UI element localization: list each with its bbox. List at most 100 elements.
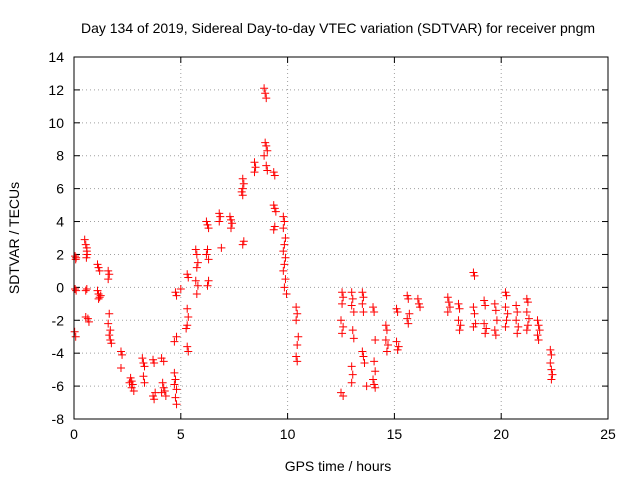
- data-point: [382, 326, 391, 335]
- data-point: [362, 382, 371, 391]
- data-point: [546, 345, 555, 354]
- data-point: [281, 234, 290, 242]
- data-point: [183, 342, 192, 351]
- data-point: [293, 340, 302, 349]
- data-point: [127, 383, 136, 392]
- data-point: [72, 253, 81, 262]
- y-tick-label: 6: [56, 181, 64, 197]
- data-point: [394, 342, 403, 351]
- data-point: [217, 243, 226, 252]
- data-point: [192, 289, 201, 298]
- data-point: [139, 359, 148, 368]
- data-point: [383, 340, 392, 349]
- data-point: [370, 380, 379, 389]
- data-point: [293, 309, 302, 318]
- data-point: [125, 378, 134, 387]
- data-point: [548, 370, 557, 379]
- data-point: [404, 319, 413, 328]
- data-point: [480, 296, 489, 305]
- y-tick-label: 8: [56, 148, 64, 164]
- data-point: [381, 321, 390, 330]
- data-point: [547, 350, 556, 359]
- data-point: [279, 266, 288, 275]
- data-point: [80, 235, 89, 244]
- data-point: [71, 252, 80, 261]
- data-point: [358, 299, 367, 308]
- data-point: [94, 294, 103, 303]
- data-point: [262, 141, 271, 150]
- data-point: [82, 253, 91, 262]
- data-point: [279, 224, 288, 233]
- data-point: [469, 303, 478, 312]
- y-tick-label: 14: [48, 49, 64, 65]
- data-point: [105, 309, 114, 318]
- data-point: [339, 391, 348, 400]
- data-point: [251, 163, 260, 172]
- data-point: [269, 225, 278, 234]
- data-point: [183, 270, 192, 279]
- data-point: [523, 298, 532, 307]
- data-point: [512, 316, 521, 325]
- data-point: [513, 308, 522, 317]
- data-point: [370, 308, 379, 317]
- data-point: [170, 368, 179, 377]
- data-point: [369, 303, 378, 312]
- data-point: [192, 250, 201, 259]
- y-tick-label: -2: [52, 312, 65, 328]
- data-point: [129, 387, 138, 396]
- x-tick-label: 10: [280, 426, 296, 442]
- y-tick-label: 0: [56, 279, 64, 295]
- data-point: [95, 266, 104, 275]
- y-tick-label: 2: [56, 246, 64, 262]
- data-point: [183, 304, 192, 313]
- data-point: [359, 352, 368, 361]
- data-point: [339, 322, 348, 331]
- data-point: [371, 383, 380, 392]
- data-point: [172, 332, 181, 341]
- data-point: [443, 293, 452, 302]
- data-point: [370, 357, 379, 366]
- data-point: [171, 375, 180, 384]
- data-point: [261, 89, 270, 98]
- data-point: [193, 281, 202, 290]
- data-point: [202, 250, 211, 259]
- y-tick-label: -8: [52, 411, 65, 427]
- data-point: [392, 304, 401, 313]
- y-tick-label: -4: [52, 345, 65, 361]
- data-point: [172, 385, 181, 394]
- data-points: [70, 84, 557, 409]
- data-point: [191, 245, 200, 254]
- x-axis-label: GPS time / hours: [285, 458, 392, 474]
- data-point: [149, 391, 158, 400]
- data-point: [371, 367, 380, 376]
- data-point: [172, 291, 181, 300]
- data-point: [359, 308, 368, 317]
- data-point: [104, 266, 113, 275]
- data-point: [72, 286, 81, 295]
- data-point: [270, 222, 279, 231]
- data-point: [501, 288, 510, 297]
- data-point: [338, 329, 347, 338]
- data-point: [491, 306, 500, 315]
- data-point: [139, 372, 148, 381]
- data-point: [193, 258, 202, 267]
- data-point: [182, 324, 191, 333]
- data-point: [157, 354, 166, 363]
- data-point: [279, 247, 288, 256]
- data-point: [404, 294, 413, 303]
- data-point: [116, 347, 125, 356]
- data-point: [262, 161, 271, 170]
- data-point: [158, 378, 167, 387]
- data-point: [82, 285, 91, 294]
- data-point: [403, 291, 412, 300]
- data-point: [126, 373, 135, 382]
- data-point: [481, 301, 490, 310]
- data-point: [523, 321, 532, 330]
- data-point: [105, 331, 114, 340]
- data-point: [403, 314, 412, 323]
- data-point: [348, 370, 357, 379]
- data-point: [293, 357, 302, 366]
- data-point: [469, 322, 478, 331]
- data-point: [157, 388, 166, 397]
- data-point: [347, 288, 356, 297]
